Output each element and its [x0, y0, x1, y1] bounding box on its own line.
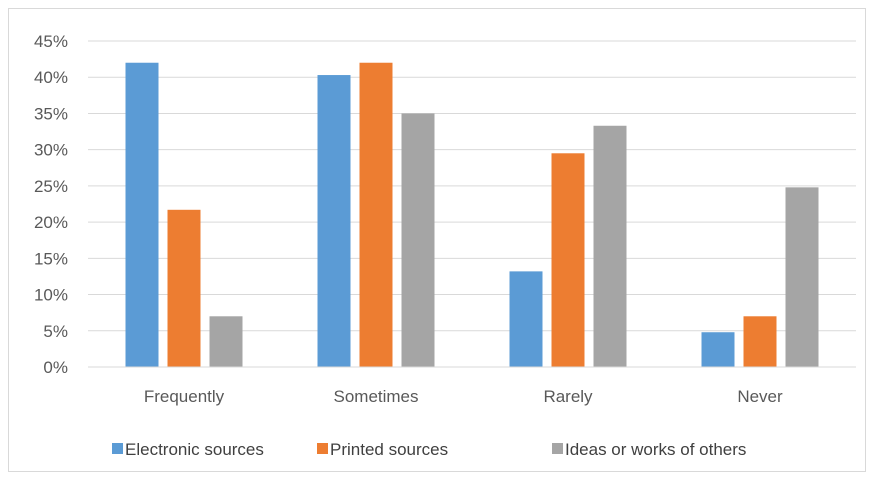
bar-printed-sources-frequently: [167, 209, 201, 367]
bar-ideas-or-works-of-others-rarely: [593, 125, 627, 367]
y-tick-label: 25%: [34, 177, 68, 196]
y-tick-label: 0%: [43, 358, 68, 377]
bar-ideas-or-works-of-others-frequently: [209, 316, 243, 367]
legend-label: Printed sources: [330, 440, 448, 459]
y-tick-label: 5%: [43, 322, 68, 341]
bar-electronic-sources-rarely: [509, 271, 543, 367]
legend-swatch: [317, 443, 328, 454]
legend-label: Ideas or works of others: [565, 440, 746, 459]
legend-label: Electronic sources: [125, 440, 264, 459]
x-tick-label: Never: [737, 387, 783, 406]
bar-electronic-sources-frequently: [125, 62, 159, 367]
legend-swatch: [552, 443, 563, 454]
bar-printed-sources-rarely: [551, 153, 585, 367]
bar-printed-sources-never: [743, 316, 777, 367]
y-tick-label: 30%: [34, 141, 68, 160]
y-tick-label: 40%: [34, 68, 68, 87]
x-tick-label: Sometimes: [333, 387, 418, 406]
y-axis-tick-labels: 0% 5% 10% 15% 20% 25% 30% 35% 40% 45%: [34, 32, 68, 377]
bars: [125, 62, 819, 367]
y-tick-label: 15%: [34, 249, 68, 268]
x-axis-category-labels: Frequently Sometimes Rarely Never: [144, 387, 783, 406]
bar-electronic-sources-sometimes: [317, 75, 351, 367]
bar-electronic-sources-never: [701, 332, 735, 367]
bar-printed-sources-sometimes: [359, 62, 393, 367]
bar-ideas-or-works-of-others-never: [785, 187, 819, 367]
gridlines: [88, 40, 856, 332]
x-tick-label: Frequently: [144, 387, 225, 406]
y-tick-label: 10%: [34, 286, 68, 305]
x-tick-label: Rarely: [543, 387, 593, 406]
y-tick-label: 35%: [34, 104, 68, 123]
y-tick-label: 20%: [34, 213, 68, 232]
legend-swatch: [112, 443, 123, 454]
y-tick-label: 45%: [34, 32, 68, 51]
bar-ideas-or-works-of-others-sometimes: [401, 113, 435, 367]
legend: Electronic sources Printed sources Ideas o…: [112, 440, 746, 459]
